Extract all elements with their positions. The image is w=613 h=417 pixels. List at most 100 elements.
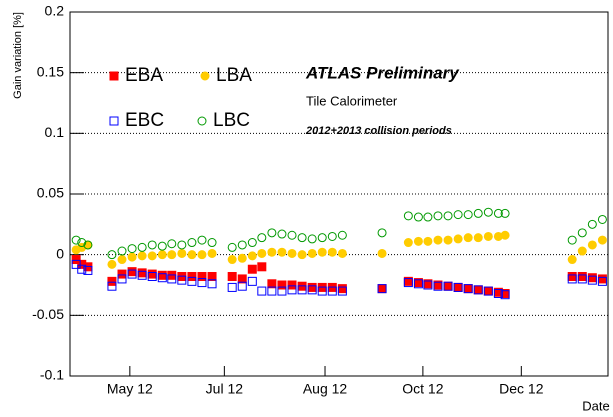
data-point (247, 264, 257, 274)
data-point (423, 280, 433, 290)
data-point (257, 262, 267, 272)
legend-marker (109, 116, 119, 126)
data-point (247, 251, 257, 261)
data-point (473, 285, 483, 295)
data-point (463, 284, 473, 294)
y-axis-label: Gain variation [%] (12, 12, 24, 99)
data-point (287, 248, 297, 258)
data-point (597, 274, 607, 284)
data-point (327, 231, 337, 241)
data-point (107, 281, 117, 291)
y-tick-label: 0.05 (37, 185, 64, 201)
legend-label: LBC (213, 110, 250, 131)
data-point (597, 214, 607, 224)
data-point (77, 238, 87, 248)
data-point (147, 269, 157, 279)
x-tick-label: Jul 12 (206, 381, 244, 397)
data-point (71, 255, 81, 265)
data-point (483, 231, 493, 241)
data-point (567, 255, 577, 265)
data-point (483, 286, 493, 296)
data-point (117, 255, 127, 265)
data-point (587, 275, 597, 285)
data-point (567, 272, 577, 282)
data-point (483, 207, 493, 217)
data-point (207, 248, 217, 258)
data-point (177, 240, 187, 250)
data-point (227, 272, 237, 282)
data-point (137, 270, 147, 280)
data-point (463, 284, 473, 294)
data-point (127, 252, 137, 262)
data-point (77, 264, 87, 274)
data-point (453, 210, 463, 220)
x-tick-label: Oct 12 (402, 381, 443, 397)
data-point (307, 248, 317, 258)
data-point (287, 285, 297, 295)
data-point (177, 248, 187, 258)
data-point (127, 244, 137, 254)
data-point (577, 246, 587, 256)
data-point (307, 234, 317, 244)
data-point (257, 233, 267, 243)
data-point (377, 284, 387, 294)
data-point (403, 211, 413, 221)
data-point (197, 278, 207, 288)
data-point (237, 281, 247, 291)
data-point (577, 274, 587, 284)
data-point (473, 285, 483, 295)
data-point (433, 211, 443, 221)
data-point (137, 242, 147, 252)
annotation: 2012+2013 collision periods (305, 125, 452, 137)
data-point (197, 272, 207, 282)
data-point (187, 238, 197, 248)
data-point (187, 272, 197, 282)
y-tick-label: -0.1 (40, 367, 64, 383)
data-point (147, 272, 157, 282)
data-point (317, 247, 327, 257)
data-point (500, 290, 510, 300)
data-point (267, 279, 277, 289)
data-point (157, 241, 167, 251)
data-point (453, 282, 463, 292)
data-point (247, 276, 257, 286)
data-point (403, 278, 413, 288)
plot-frame (69, 11, 609, 377)
data-point (227, 282, 237, 292)
data-point (443, 235, 453, 245)
data-point (297, 285, 307, 295)
data-point (443, 211, 453, 221)
data-point (327, 286, 337, 296)
data-point (257, 286, 267, 296)
data-point (197, 250, 207, 260)
y-tick-label: 0.2 (45, 3, 65, 19)
data-point (277, 280, 287, 290)
data-point (71, 235, 81, 245)
data-point (577, 272, 587, 282)
data-point (493, 288, 503, 298)
data-point (297, 233, 307, 243)
data-point (587, 219, 597, 229)
data-point (107, 259, 117, 269)
data-point (473, 233, 483, 243)
data-point (117, 269, 127, 279)
data-point (337, 286, 347, 296)
legend-label: EBC (125, 110, 164, 131)
data-point (413, 212, 423, 222)
data-point (463, 233, 473, 243)
data-point (443, 281, 453, 291)
data-point (247, 238, 257, 248)
data-point (423, 212, 433, 222)
data-point (277, 229, 287, 239)
data-point (117, 274, 127, 284)
data-point (237, 240, 247, 250)
data-point (227, 255, 237, 265)
data-point (377, 228, 387, 238)
data-point (587, 273, 597, 283)
data-point (413, 279, 423, 289)
data-point (413, 236, 423, 246)
data-point (433, 281, 443, 291)
y-tick-label: 0.1 (45, 124, 65, 140)
data-point (483, 286, 493, 296)
data-point (307, 285, 317, 295)
